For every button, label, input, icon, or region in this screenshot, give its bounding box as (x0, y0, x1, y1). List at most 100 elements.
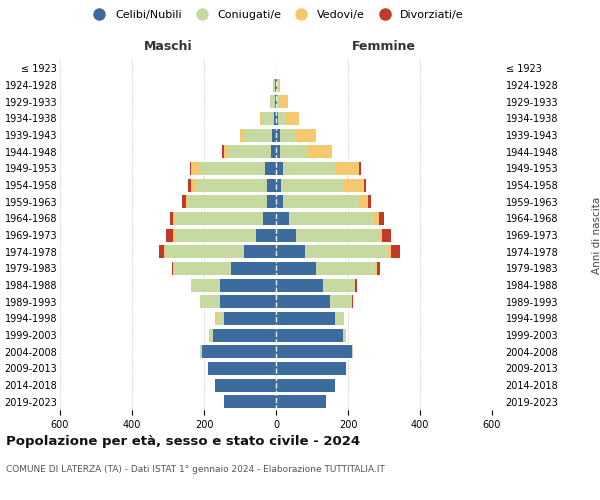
Bar (276, 295, 330, 308)
Bar (276, 78, 280, 92)
Bar (276, 162, 335, 175)
Bar (224, 395, 276, 408)
Bar (276, 178, 366, 192)
Bar (224, 395, 276, 408)
Bar (276, 312, 344, 325)
Legend: Celibi/Nubili, Coniugati/e, Vedovi/e, Divorziati/e: Celibi/Nubili, Coniugati/e, Vedovi/e, Di… (84, 6, 468, 25)
Bar (159, 245, 276, 258)
Bar (215, 312, 276, 325)
Bar (276, 145, 280, 158)
Bar (208, 362, 276, 375)
Bar (274, 112, 276, 125)
Bar (274, 78, 276, 92)
Bar (224, 395, 276, 408)
Bar (276, 195, 368, 208)
Bar (208, 362, 276, 375)
Bar (217, 312, 276, 325)
Bar (276, 245, 400, 258)
Text: Popolazione per età, sesso e stato civile - 2024: Popolazione per età, sesso e stato civil… (6, 435, 360, 448)
Bar (215, 378, 276, 392)
Bar (276, 395, 326, 408)
Bar (274, 78, 276, 92)
Bar (200, 295, 276, 308)
Bar (276, 245, 388, 258)
Bar (276, 278, 355, 291)
Bar (276, 162, 283, 175)
Bar (276, 95, 287, 108)
Bar (173, 212, 276, 225)
Bar (276, 278, 323, 291)
Bar (276, 312, 335, 325)
Bar (263, 212, 276, 225)
Bar (172, 262, 276, 275)
Bar (276, 395, 326, 408)
Bar (191, 278, 276, 291)
Bar (240, 128, 276, 141)
Bar (276, 178, 344, 192)
Bar (276, 328, 343, 342)
Bar (188, 178, 276, 192)
Bar (276, 145, 332, 158)
Bar (209, 328, 276, 342)
Bar (276, 212, 379, 225)
Bar (199, 162, 276, 175)
Bar (276, 128, 316, 141)
Bar (224, 395, 276, 408)
Bar (213, 328, 276, 342)
Bar (265, 162, 276, 175)
Bar (276, 262, 380, 275)
Bar (190, 162, 276, 175)
Bar (191, 278, 276, 291)
Bar (270, 95, 276, 108)
Bar (224, 145, 276, 158)
Bar (276, 378, 335, 392)
Bar (267, 195, 276, 208)
Bar (276, 162, 361, 175)
Bar (270, 95, 276, 108)
Bar (175, 212, 276, 225)
Bar (275, 78, 276, 92)
Bar (276, 395, 326, 408)
Bar (231, 262, 276, 275)
Bar (222, 145, 276, 158)
Bar (191, 178, 276, 192)
Bar (276, 345, 353, 358)
Bar (276, 345, 353, 358)
Bar (208, 362, 276, 375)
Bar (270, 95, 276, 108)
Bar (240, 128, 276, 141)
Bar (276, 178, 364, 192)
Bar (276, 345, 353, 358)
Bar (244, 128, 276, 141)
Bar (173, 262, 276, 275)
Bar (276, 95, 287, 108)
Bar (276, 345, 352, 358)
Bar (220, 295, 276, 308)
Bar (276, 228, 391, 241)
Bar (276, 278, 355, 291)
Bar (276, 128, 316, 141)
Bar (276, 362, 346, 375)
Bar (276, 212, 384, 225)
Bar (215, 378, 276, 392)
Bar (208, 362, 276, 375)
Bar (276, 78, 278, 92)
Bar (173, 262, 276, 275)
Bar (256, 228, 276, 241)
Text: Anni di nascita: Anni di nascita (592, 196, 600, 274)
Bar (262, 112, 276, 125)
Bar (276, 178, 281, 192)
Bar (200, 345, 276, 358)
Bar (200, 295, 276, 308)
Bar (276, 228, 382, 241)
Bar (276, 328, 346, 342)
Bar (276, 328, 346, 342)
Bar (276, 112, 299, 125)
Bar (200, 295, 276, 308)
Bar (164, 245, 276, 258)
Bar (276, 228, 379, 241)
Bar (195, 178, 276, 192)
Bar (182, 195, 276, 208)
Bar (271, 145, 276, 158)
Bar (215, 312, 276, 325)
